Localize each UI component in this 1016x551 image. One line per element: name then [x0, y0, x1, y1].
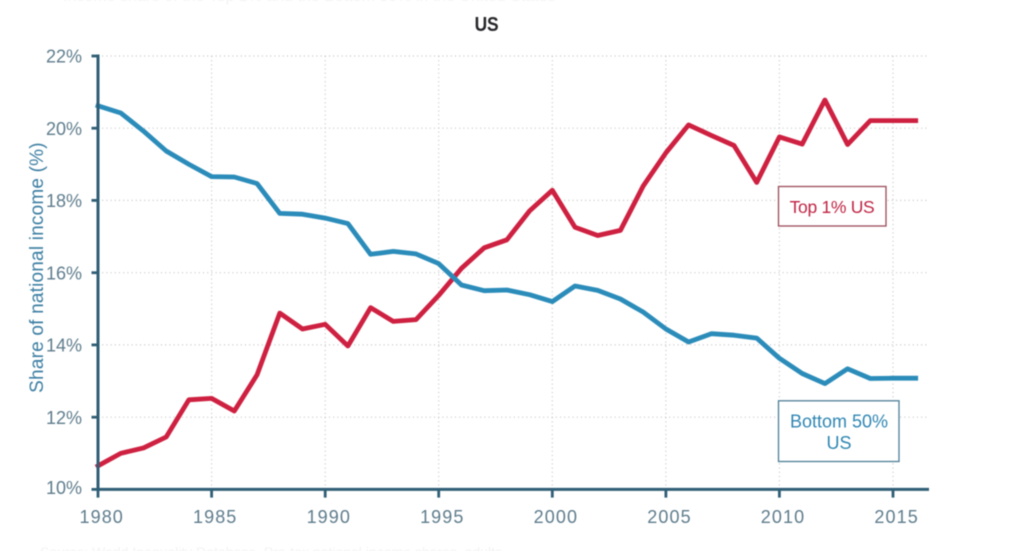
svg-text:US: US [826, 433, 851, 453]
svg-text:18%: 18% [46, 191, 82, 211]
svg-text:2000: 2000 [534, 507, 578, 527]
svg-text:14%: 14% [46, 336, 82, 356]
svg-text:12%: 12% [46, 408, 82, 428]
svg-text:16%: 16% [46, 263, 82, 283]
svg-text:US: US [475, 13, 499, 35]
svg-text:1980: 1980 [79, 507, 123, 527]
svg-text:1990: 1990 [307, 507, 351, 527]
svg-text:1985: 1985 [193, 507, 237, 527]
svg-text:22%: 22% [46, 47, 82, 67]
svg-text:Top 1% US: Top 1% US [790, 197, 875, 217]
svg-text:Share of national income (%): Share of national income (%) [27, 142, 48, 393]
svg-text:Bottom 50%: Bottom 50% [790, 412, 888, 432]
svg-text:2010: 2010 [761, 507, 805, 527]
svg-text:2015: 2015 [874, 507, 918, 527]
svg-text:10%: 10% [46, 478, 82, 498]
svg-text:20%: 20% [46, 119, 82, 139]
svg-text:1995: 1995 [420, 507, 464, 527]
svg-text:2005: 2005 [647, 507, 691, 527]
